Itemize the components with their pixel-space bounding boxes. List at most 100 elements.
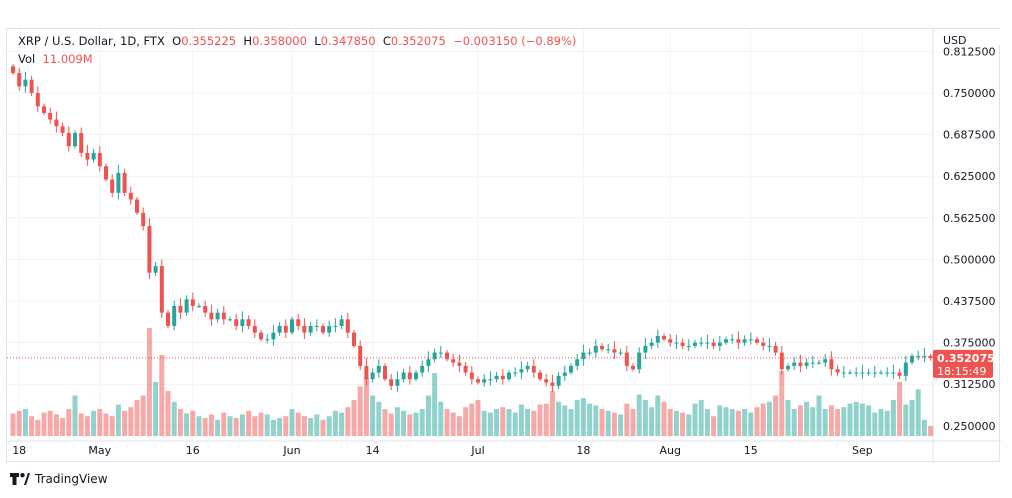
volume-bar (456, 416, 462, 436)
volume-bar (401, 410, 407, 436)
volume-bar (810, 407, 816, 436)
time-tick-label: Sep (852, 444, 873, 457)
volume-bar (264, 414, 270, 436)
candle-body (872, 372, 877, 374)
volume-bar (667, 409, 673, 436)
candle-body (97, 152, 102, 167)
volume-bar (605, 410, 611, 436)
time-tick-label: 15 (744, 444, 758, 457)
candle-body (507, 372, 511, 380)
time-tick-label: 18 (12, 444, 26, 457)
low-label: L (314, 34, 321, 48)
candle-body (655, 335, 660, 343)
candle-body (290, 319, 294, 333)
candle-body (519, 369, 524, 373)
candle-body (296, 319, 301, 326)
candle-body (711, 342, 716, 346)
candle-body (742, 339, 747, 343)
price-tick-label: 0.437500 (943, 295, 996, 308)
candlestick-chart[interactable]: 0.812500 0.750000 0.687500 0.625000 0.562500… (7, 29, 1001, 463)
candle-body (848, 372, 852, 374)
volume-bar (177, 409, 183, 436)
candle-body (482, 379, 487, 383)
candle-body (680, 342, 685, 346)
volume-bar (357, 386, 363, 436)
volume-bar (630, 409, 636, 436)
volume-bar (47, 410, 53, 436)
volume-bar (704, 409, 710, 436)
price-tick-label: 0.312500 (943, 378, 996, 391)
volume-bar (649, 407, 655, 436)
volume-bar (531, 410, 537, 436)
tradingview-logo-icon (10, 473, 30, 485)
volume-bar (680, 412, 686, 436)
candle-body (755, 339, 759, 343)
volume-bar (797, 405, 803, 436)
volume-bar (109, 416, 115, 436)
volume-bar (159, 355, 165, 436)
candle-body (85, 152, 90, 160)
volume-bar (549, 391, 555, 436)
candle-body (42, 106, 46, 113)
tradingview-logo[interactable]: TradingView (10, 472, 108, 486)
volume-bar (729, 409, 735, 436)
candle-body (631, 365, 635, 370)
volume-bar (35, 419, 41, 436)
volume-bar (202, 418, 208, 436)
price-tick-label: 0.625000 (943, 170, 996, 183)
chart-container[interactable]: 0.812500 0.750000 0.687500 0.625000 0.562500… (6, 28, 1001, 463)
candle-body (903, 362, 908, 376)
volume-bar (376, 401, 382, 436)
volume-bar (500, 407, 506, 436)
volume-bar (779, 371, 785, 436)
volume-bar (233, 418, 239, 436)
candle-body (352, 332, 356, 346)
volume-bar (562, 405, 568, 436)
candle-body (488, 379, 493, 381)
candle-body (593, 345, 598, 353)
close-value: 0.352075 (390, 34, 446, 48)
candle-body (922, 355, 927, 357)
volume-bar (314, 414, 320, 436)
candle-body (730, 339, 735, 341)
volume-bar (661, 401, 667, 436)
candle-body (531, 365, 536, 373)
volume-bar (370, 395, 376, 436)
volume-bar (512, 412, 518, 436)
volume-bar (568, 409, 574, 436)
volume-bar (252, 416, 258, 436)
volume-bar (711, 416, 717, 436)
candle-body (662, 335, 666, 340)
price-tick-label: 0.687500 (943, 129, 996, 142)
volume-bar (754, 407, 760, 436)
candle-body (500, 375, 505, 380)
candle-body (457, 362, 462, 366)
volume-bar (903, 404, 909, 436)
candle-body (637, 352, 642, 370)
candle-body (587, 352, 592, 354)
volume-bar (760, 403, 766, 436)
candle-body (234, 319, 239, 326)
candle-body (835, 369, 840, 373)
volume-bar (450, 412, 456, 436)
candle-body (345, 319, 350, 333)
candle-body (445, 352, 449, 360)
volume-bar (332, 410, 338, 436)
candle-body (736, 339, 741, 343)
volume-bar (22, 409, 28, 436)
candle-body (860, 372, 865, 374)
candle-body (215, 312, 220, 320)
candle-body (389, 379, 394, 386)
volume-bar (928, 426, 934, 436)
volume-bar (10, 413, 16, 436)
volume-bar (723, 407, 729, 436)
volume-bar (165, 391, 171, 436)
volume-bar (518, 404, 524, 436)
candle-body (897, 372, 902, 376)
candle-body (277, 325, 282, 333)
candle-body (364, 365, 369, 380)
candle-body (314, 325, 319, 327)
candle-body (432, 352, 437, 360)
candle-body (321, 325, 325, 333)
time-tick-label: Jul (470, 444, 484, 457)
